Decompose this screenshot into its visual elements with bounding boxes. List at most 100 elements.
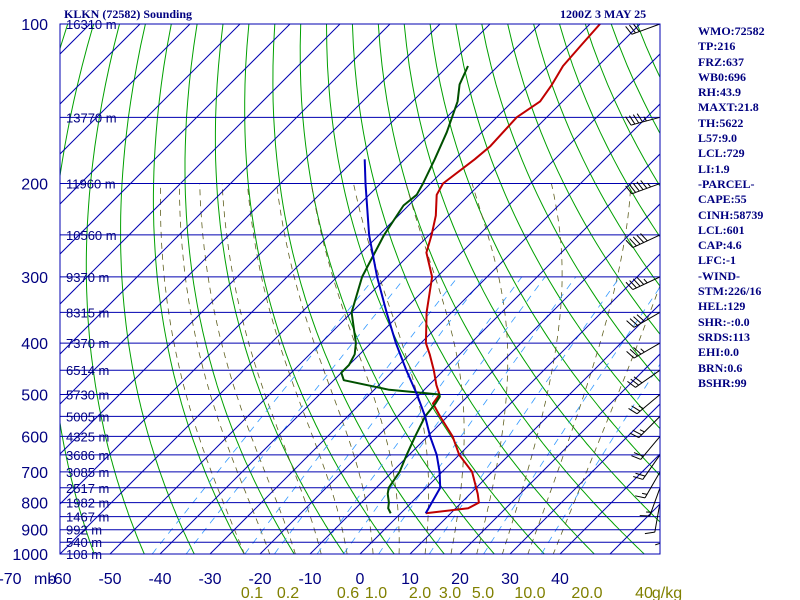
isotherm bbox=[509, 403, 660, 554]
pressure-tick-label: 900 bbox=[21, 523, 48, 540]
height-label: 8315 m bbox=[66, 305, 109, 320]
isotherm bbox=[309, 203, 660, 554]
isotherm bbox=[60, 24, 491, 455]
mixing-ratio-line bbox=[541, 363, 660, 554]
wind-barb bbox=[639, 487, 661, 517]
wind-barb-staff bbox=[633, 311, 661, 328]
wind-barb bbox=[629, 416, 661, 439]
wind-barb-half-flag bbox=[639, 429, 645, 433]
index-item: TP:216 bbox=[698, 39, 736, 54]
wind-barb-flag bbox=[644, 531, 655, 535]
mixing-ratio-line bbox=[428, 276, 621, 554]
wind-barb-flag bbox=[636, 276, 645, 285]
plot-frame bbox=[59, 23, 661, 555]
sounding-time: 1200Z 3 MAY 25 bbox=[560, 7, 646, 21]
mixing-ratio-tick-label: 5.0 bbox=[472, 585, 494, 600]
pressure-tick-label: 700 bbox=[21, 465, 48, 482]
mixing-ratio-tick-label: g/kg bbox=[652, 585, 682, 600]
wind-barb-flag bbox=[633, 316, 642, 324]
height-label: 3686 m bbox=[66, 448, 109, 463]
index-item: WB0:696 bbox=[698, 69, 746, 84]
wind-barb-flag bbox=[633, 376, 643, 384]
wind-barb-staff bbox=[642, 454, 661, 480]
wind-barb-flag bbox=[635, 495, 646, 499]
wind-barb-staff bbox=[633, 342, 661, 359]
wind-barb-flag bbox=[631, 405, 641, 412]
isotherm bbox=[60, 24, 241, 205]
mixing-ratio-tick-label: 3.0 bbox=[439, 585, 461, 600]
dry-adiabat bbox=[60, 24, 95, 554]
wind-barb-flag bbox=[629, 280, 637, 289]
height-label: 5005 m bbox=[66, 409, 109, 424]
moist-adiabat bbox=[159, 183, 245, 554]
wind-barb-flag bbox=[625, 185, 633, 195]
temperature-tick-label: 0 bbox=[356, 571, 365, 588]
index-item: CAP:4.6 bbox=[698, 238, 742, 253]
wind-barb-flag bbox=[635, 472, 646, 477]
wind-barb-flag bbox=[627, 380, 636, 388]
pressure-tick-label: 200 bbox=[21, 177, 48, 194]
index-item: LI:1.9 bbox=[698, 161, 730, 176]
wind-barb bbox=[633, 454, 661, 480]
temperature-tick-label: -30 bbox=[198, 571, 221, 588]
wind-barb-flag bbox=[632, 429, 642, 436]
dry-adiabat bbox=[184, 24, 295, 554]
moist-adiabat bbox=[405, 183, 465, 554]
pressure-tick-label: 100 bbox=[21, 17, 48, 34]
index-item: BSHR:99 bbox=[698, 375, 747, 390]
wind-barb-half-flag bbox=[643, 116, 647, 122]
index-item: -PARCEL- bbox=[698, 176, 755, 191]
wind-barb-flag bbox=[625, 239, 634, 248]
wind-barb bbox=[627, 369, 661, 388]
wind-barb-staff bbox=[640, 436, 661, 460]
mixing-ratio-tick-label: 1.0 bbox=[365, 585, 387, 600]
index-item: CINH:58739 bbox=[698, 207, 764, 222]
height-label: 10560 m bbox=[66, 228, 117, 243]
isotherm bbox=[60, 24, 441, 405]
dry-adiabat bbox=[481, 24, 660, 383]
wind-barb-staff bbox=[630, 116, 661, 126]
wind-barb-flag bbox=[633, 347, 642, 355]
wind-barbs bbox=[625, 23, 661, 554]
moist-adiabat bbox=[178, 183, 271, 554]
mixing-ratio-line bbox=[343, 276, 546, 554]
isotherm bbox=[459, 353, 660, 554]
temperature-tick-label: 30 bbox=[501, 571, 519, 588]
height-label: 540 m bbox=[66, 535, 102, 550]
moist-adiabat bbox=[310, 183, 400, 554]
temperature-tick-label: -50 bbox=[98, 571, 121, 588]
isotherm bbox=[259, 153, 660, 554]
dry-adiabat bbox=[455, 24, 660, 430]
pressure-tick-label: 400 bbox=[21, 336, 48, 353]
wind-barb-flag bbox=[628, 408, 638, 415]
wind-barb-flag bbox=[629, 432, 640, 439]
dry-adiabat bbox=[120, 24, 195, 554]
wind-barb-flag bbox=[636, 113, 644, 123]
wind-barb-flag bbox=[629, 24, 636, 34]
stability-indices: WMO:72582 TP:216 FRZ:637 WB0:696 RH:43.9 MAXT… bbox=[698, 24, 798, 391]
wind-barb bbox=[644, 502, 661, 535]
wind-barb-flag bbox=[625, 116, 632, 126]
index-item: TH:5622 bbox=[698, 115, 744, 130]
temperature-tick-label: -70 bbox=[0, 571, 22, 588]
wind-barb bbox=[625, 23, 661, 35]
index-item: CAPE:55 bbox=[698, 192, 747, 207]
background-lines bbox=[60, 24, 660, 554]
wind-barb-flag bbox=[636, 181, 644, 191]
dry-adiabat bbox=[244, 24, 395, 554]
wind-barb-flag bbox=[625, 26, 633, 35]
wind-barb-half-flag bbox=[640, 348, 645, 353]
station-title: KLKN (72582) Sounding bbox=[64, 7, 192, 21]
dry-adiabat bbox=[507, 24, 660, 336]
wind-barb-flag bbox=[632, 278, 641, 287]
temperature-tick-label: 10 bbox=[401, 571, 419, 588]
height-label: 9370 m bbox=[66, 270, 109, 285]
wind-barb bbox=[625, 233, 661, 249]
wind-barb-staff bbox=[638, 416, 661, 438]
temperature-tick-label: -20 bbox=[248, 571, 271, 588]
wind-barb-flag bbox=[630, 378, 640, 386]
isotherm bbox=[559, 453, 660, 554]
wind-barb bbox=[626, 342, 661, 359]
